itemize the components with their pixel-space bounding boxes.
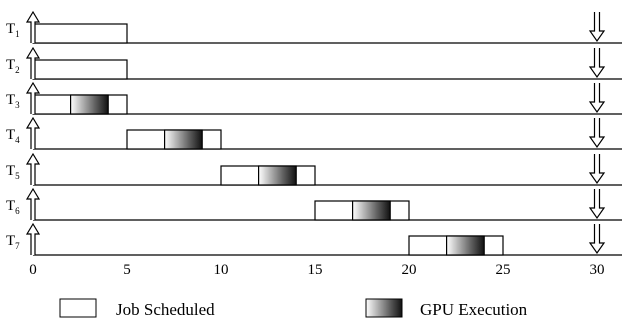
task-label: T4: [6, 127, 20, 145]
deadline-arrow-icon: [588, 48, 606, 79]
legend: Job Scheduled GPU Execution: [59, 298, 528, 319]
deadline-arrow-icon: [588, 189, 606, 220]
release-arrow-icon: [25, 187, 41, 220]
gpu-execution-box: [352, 200, 391, 221]
gpu-execution-box: [164, 129, 203, 150]
task-row: T4: [6, 116, 622, 150]
task-label: T7: [6, 233, 20, 251]
task-label: T6: [6, 198, 20, 216]
tick-label: 25: [496, 262, 511, 278]
gpu-execution-box: [258, 165, 297, 186]
task-label: T5: [6, 163, 20, 181]
tick-label: 5: [123, 262, 131, 278]
task-label: T2: [6, 57, 20, 75]
task-row: T2: [6, 46, 622, 80]
release-arrow-icon: [25, 10, 41, 43]
job-box: [32, 59, 128, 80]
task-row: T7: [6, 222, 622, 256]
deadline-arrow-icon: [588, 83, 606, 114]
deadline-arrow-icon: [588, 12, 606, 43]
task-label: T1: [6, 21, 20, 39]
release-arrow-icon: [25, 222, 41, 255]
task-row: T6: [6, 187, 622, 221]
task-row: T5: [6, 152, 622, 186]
legend-job-label: Job Scheduled: [116, 300, 215, 319]
tick-label: 15: [308, 262, 323, 278]
task-row: T3: [6, 81, 622, 115]
job-box: [32, 23, 128, 44]
release-arrow-icon: [25, 152, 41, 185]
tick-label: 10: [214, 262, 229, 278]
legend-job-swatch: [59, 298, 97, 318]
deadline-arrow-icon: [588, 154, 606, 185]
release-arrow-icon: [25, 81, 41, 114]
time-axis: 0 5 10 15 20 25 30: [29, 262, 604, 278]
tick-label: 20: [402, 262, 417, 278]
task-label: T3: [6, 92, 20, 110]
gpu-execution-box: [446, 235, 485, 256]
task-row: T1: [6, 10, 622, 44]
legend-gpu-swatch: [365, 298, 403, 318]
release-arrow-icon: [25, 46, 41, 79]
tick-label: 30: [590, 262, 605, 278]
gpu-execution-box: [69, 94, 109, 115]
deadline-arrow-icon: [588, 118, 606, 149]
deadline-arrow-icon: [588, 224, 606, 255]
release-arrow-icon: [25, 116, 41, 149]
tick-label: 0: [29, 262, 37, 278]
task-rows: T1 T2 T3 T4 T5 T6 T7: [6, 10, 622, 256]
legend-gpu-label: GPU Execution: [420, 300, 528, 319]
